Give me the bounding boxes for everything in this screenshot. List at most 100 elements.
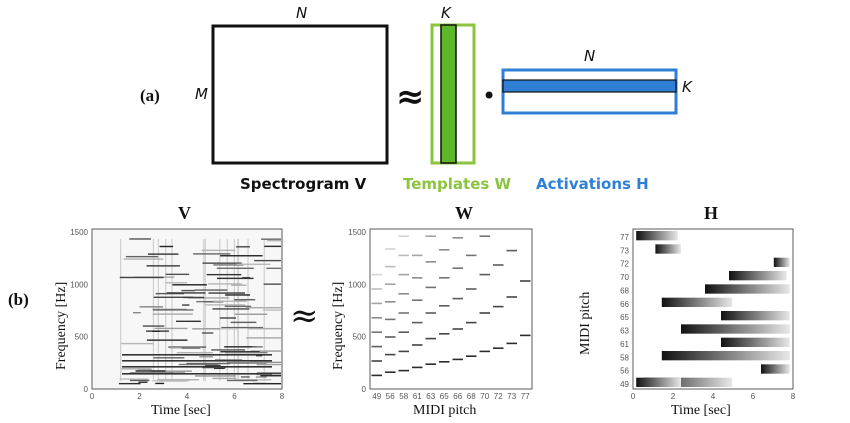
v-harmonic-segment: [256, 363, 281, 366]
w-xtick-label: 77: [521, 392, 530, 401]
v-harmonic-segment: [201, 249, 236, 252]
w-xtick-label: 68: [467, 392, 476, 401]
w-harmonic-tick: [412, 277, 423, 279]
v-harmonic-segment: [227, 362, 267, 364]
h-xticks-label: 6: [751, 392, 756, 401]
w-harmonic-tick: [479, 312, 490, 314]
v-harmonic-segment: [186, 362, 231, 365]
caption-templates-w: Templates W: [403, 175, 512, 193]
h-activation-bar: [761, 364, 790, 374]
w-harmonic-tick: [371, 317, 382, 319]
v-onset-line: [219, 239, 221, 381]
v-harmonic-segment: [194, 375, 237, 377]
h-activation-bar: [729, 271, 787, 281]
w-harmonic-tick: [506, 249, 517, 252]
v-harmonic-segment: [194, 289, 228, 291]
h-activation-bar: [642, 377, 733, 387]
w-xlabel: MIDI pitch: [413, 403, 476, 418]
v-xticks-label: 2: [137, 392, 142, 401]
w-harmonic-tick: [479, 235, 490, 237]
v-harmonic-segment: [250, 350, 281, 352]
v-harmonic-segment: [118, 382, 141, 385]
v-harmonic-segment: [208, 283, 242, 285]
v-harmonic-segment: [224, 305, 252, 308]
v-harmonic-segment: [165, 273, 190, 276]
templates-w-column: [440, 24, 457, 164]
v-harmonic-segment: [263, 283, 281, 285]
w-harmonic-tick: [371, 331, 382, 333]
w-harmonic-tick: [412, 321, 423, 324]
h-yticks-label: 77: [620, 233, 629, 242]
v-strong-band: [122, 366, 272, 368]
v-harmonic-segment: [178, 363, 219, 366]
v-harmonic-segment: [168, 346, 207, 348]
w-harmonic-tick: [493, 347, 504, 349]
w-harmonic-tick: [439, 361, 450, 363]
caption-spectrogram-v: Spectrogram V: [240, 175, 367, 193]
w-harmonic-tick: [425, 261, 436, 263]
w-harmonic-tick: [439, 277, 450, 279]
w-harmonic-tick: [479, 273, 490, 276]
v-harmonic-segment: [220, 351, 260, 353]
v-onset-line: [237, 239, 239, 381]
v-harmonic-segment: [129, 238, 151, 240]
w-harmonic-tick: [371, 360, 382, 362]
v-harmonic-segment: [224, 346, 257, 348]
v-harmonic-segment: [139, 306, 164, 308]
w-harmonic-tick: [371, 273, 382, 276]
v-harmonic-segment: [123, 258, 164, 260]
w-harmonic-tick: [466, 355, 477, 357]
v-harmonic-segment: [252, 346, 263, 348]
v-harmonic-segment: [146, 339, 188, 341]
w-ylabel: Frequency [Hz]: [331, 282, 346, 370]
h-activation-bar: [705, 284, 790, 294]
v-harmonic-segment: [212, 308, 250, 310]
v-harmonic-segment: [225, 351, 268, 354]
approx-symbol-a: ≈: [396, 77, 425, 117]
v-harmonic-segment: [152, 380, 190, 382]
w-yticks-label: 1000: [348, 280, 366, 289]
w-yticks-label: 1500: [348, 228, 366, 237]
v-harmonic-segment: [248, 327, 281, 330]
w-harmonic-tick: [466, 254, 477, 257]
v-harmonic-segment: [211, 349, 246, 351]
v-harmonic-segment: [255, 376, 267, 378]
v-strong-band: [122, 360, 272, 362]
w-harmonic-tick: [371, 374, 382, 377]
w-harmonic-tick: [385, 283, 396, 285]
v-harmonic-segment: [202, 262, 242, 264]
h-xticks-label: 2: [671, 392, 676, 401]
v-harmonic-segment: [119, 378, 149, 380]
w-harmonic-tick: [385, 265, 396, 268]
w-harmonic-tick: [439, 305, 450, 307]
v-strong-band: [122, 354, 272, 356]
w-xtick-label: 65: [440, 392, 449, 401]
v-harmonic-segment: [208, 292, 246, 294]
v-harmonic-segment: [152, 330, 161, 333]
w-harmonic-tick: [385, 248, 396, 250]
v-harmonic-segment: [262, 309, 281, 311]
v-harmonic-segment: [246, 307, 281, 309]
v-harmonic-segment: [193, 253, 231, 255]
h-activation-bar: [773, 257, 790, 267]
w-harmonic-tick: [398, 350, 409, 353]
v-harmonic-segment: [192, 328, 220, 330]
v-harmonic-segment: [133, 311, 141, 314]
w-harmonic-tick: [398, 369, 409, 372]
v-harmonic-segment: [234, 313, 268, 315]
h-activation-bar: [661, 351, 790, 361]
w-harmonic-tick: [412, 299, 423, 301]
w-harmonic-tick: [385, 353, 396, 356]
v-harmonic-segment: [261, 238, 281, 240]
w-harmonic-tick: [493, 264, 504, 266]
h-xticks-label: 8: [791, 392, 796, 401]
v-harmonic-segment: [154, 327, 188, 330]
h-yticks-label: 68: [620, 286, 629, 295]
w-harmonic-tick: [452, 358, 463, 361]
v-onset-line: [120, 239, 122, 381]
v-harmonic-segment: [206, 273, 242, 276]
w-yticks-label: 500: [353, 333, 367, 342]
v-harmonic-segment: [236, 246, 250, 248]
dim-k-templates: K: [441, 4, 452, 22]
h-yticks-label: 49: [620, 380, 629, 389]
